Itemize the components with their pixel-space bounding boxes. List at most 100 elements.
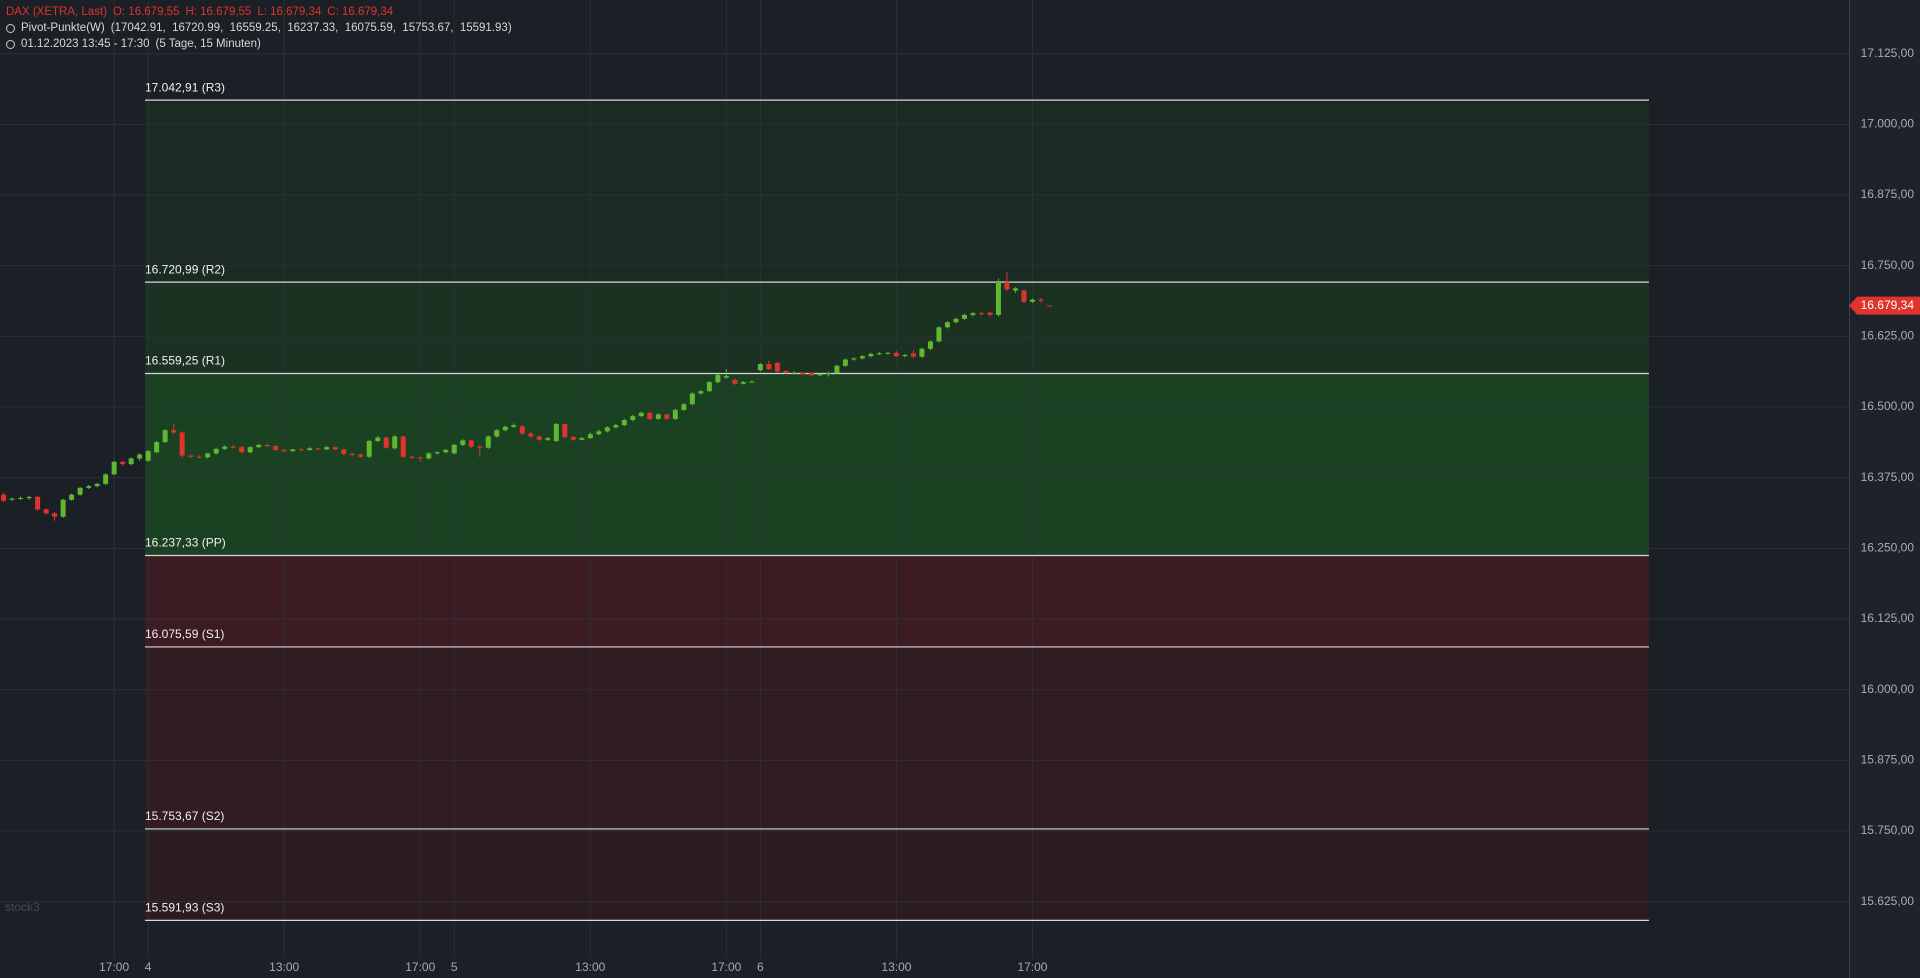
y-tick-label: 16.625,00 — [1861, 329, 1915, 343]
instrument-row: DAX (XETRA, Last) O: 16.679,55 H: 16.679… — [6, 4, 512, 20]
candle-body — [953, 318, 959, 323]
y-tick-label: 16.125,00 — [1861, 611, 1915, 625]
pivot-zone — [145, 828, 1649, 921]
indicator-icon — [6, 23, 15, 33]
candle-body — [120, 461, 126, 465]
candle-body — [689, 393, 695, 405]
candle-body — [715, 374, 721, 383]
candle-body — [1021, 290, 1027, 302]
candle-body — [332, 447, 338, 450]
candle-body — [936, 327, 942, 342]
candle-body — [970, 313, 976, 315]
candle-body — [273, 446, 279, 450]
candle-body — [774, 362, 780, 372]
candle-body — [596, 431, 602, 435]
candle-body — [179, 432, 185, 456]
x-tick-label: 17:00 — [99, 960, 129, 974]
y-tick-label: 16.875,00 — [1861, 187, 1915, 201]
candle-body — [562, 423, 568, 437]
pivot-label: 16.075,59 (S1) — [145, 627, 224, 641]
candle-body — [1029, 299, 1035, 302]
last-price-tag — [1849, 296, 1920, 315]
candle-body — [1046, 305, 1052, 307]
y-tick-label: 17.000,00 — [1861, 117, 1915, 131]
candle-body — [256, 444, 262, 448]
ohlc-low: L: 16.679,34 — [257, 6, 322, 18]
candle-body — [1038, 299, 1044, 301]
candle-body — [681, 404, 687, 410]
candle-body — [128, 458, 134, 465]
candle-body — [825, 373, 831, 375]
candle-body — [94, 483, 100, 487]
pivot-label: 16.237,33 (PP) — [145, 536, 226, 550]
candle-body — [868, 353, 874, 357]
candle-body — [426, 453, 432, 459]
x-tick-label: 6 — [757, 960, 764, 974]
candle-body — [264, 444, 270, 447]
candle-body — [9, 498, 15, 500]
indicator-row: Pivot-Punkte(W) (17042.91, 16720.99, 165… — [6, 20, 512, 36]
candle-body — [417, 457, 423, 459]
pivot-zone — [145, 555, 1649, 647]
indicator-name: Pivot-Punkte(W) — [21, 22, 105, 34]
candle-body — [876, 353, 882, 355]
x-tick-label: 5 — [451, 960, 458, 974]
x-tick-label: 13:00 — [881, 960, 911, 974]
candle-body — [927, 341, 933, 349]
pivot-label: 15.753,67 (S2) — [145, 809, 224, 823]
candle-body — [409, 456, 415, 458]
candle-body — [460, 440, 466, 445]
candle-body — [60, 499, 66, 517]
candle-body — [281, 449, 287, 452]
x-tick-label: 13:00 — [575, 960, 605, 974]
candle-body — [298, 449, 304, 451]
candle-body — [842, 359, 848, 366]
candle-body — [553, 423, 559, 441]
candle-body — [43, 509, 49, 514]
candle-body — [740, 382, 746, 384]
candle-body — [230, 446, 236, 448]
candle-body — [621, 420, 627, 426]
ohlc-open: O: 16.679,55 — [112, 6, 180, 18]
candle-body — [800, 372, 806, 375]
candle-body — [604, 427, 610, 432]
pivot-zone — [145, 373, 1649, 556]
candle-body — [893, 352, 899, 357]
candle-body — [723, 375, 729, 378]
watermark: stock3 — [5, 900, 40, 914]
candle-body — [392, 436, 398, 449]
candle-body — [137, 454, 143, 459]
candle-body — [358, 454, 364, 457]
candle-body — [791, 372, 797, 374]
candle-body — [655, 414, 661, 419]
candle-body — [477, 446, 483, 448]
candle-body — [536, 436, 542, 440]
y-tick-label: 16.375,00 — [1861, 470, 1915, 484]
candle-body — [664, 414, 670, 419]
candle-body — [188, 455, 194, 457]
candle-body — [987, 312, 993, 315]
candle-body — [366, 440, 372, 457]
pivot-zone — [145, 282, 1649, 374]
candle-body — [1, 494, 7, 501]
pivot-label: 16.559,25 (R1) — [145, 354, 225, 368]
y-tick-label: 16.750,00 — [1861, 258, 1915, 272]
candle-body — [18, 498, 24, 500]
y-tick-label: 15.875,00 — [1861, 753, 1915, 767]
instrument: DAX (XETRA, Last) — [6, 6, 107, 18]
candle-body — [307, 448, 313, 450]
period-detail: (5 Tage, 15 Minuten) — [155, 38, 261, 50]
candle-body — [834, 365, 840, 374]
candle-body — [749, 381, 755, 383]
candle-body — [451, 444, 457, 454]
candle-body — [528, 433, 534, 437]
candle-body — [383, 437, 389, 448]
candle-body — [995, 280, 1001, 315]
candle-body — [171, 430, 177, 433]
y-tick-label: 15.750,00 — [1861, 823, 1915, 837]
candle-body — [511, 425, 517, 427]
period-row: 01.12.2023 13:45 - 17:30 (5 Tage, 15 Min… — [6, 36, 512, 52]
candle-body — [672, 409, 678, 419]
